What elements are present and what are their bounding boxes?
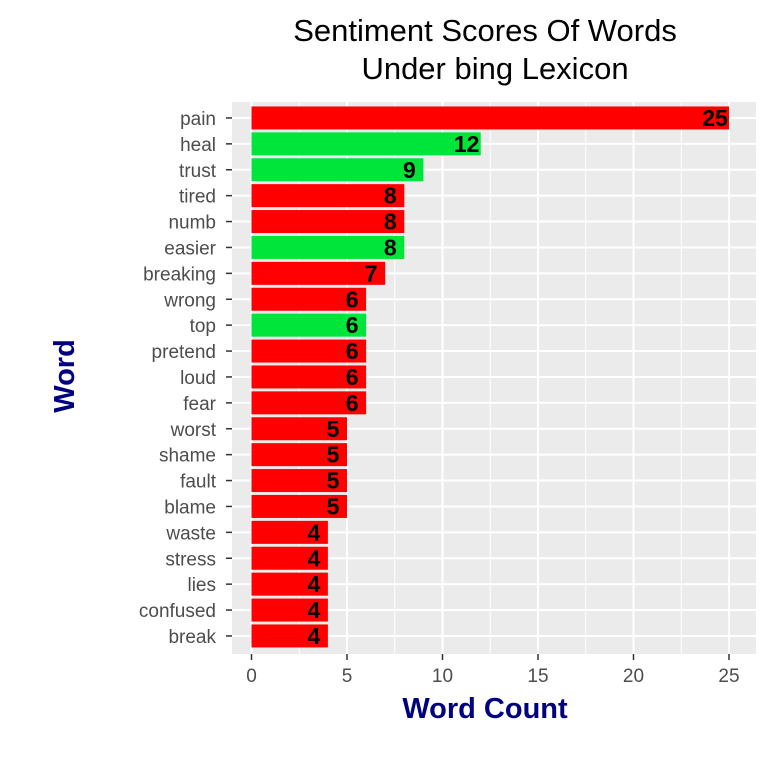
- y-tick-label-pain: pain: [180, 109, 216, 130]
- data-label-confused: 4: [308, 597, 321, 623]
- y-tick-label-trust: trust: [179, 161, 217, 182]
- data-label-pretend: 6: [346, 338, 359, 364]
- data-label-waste: 4: [308, 519, 321, 545]
- bar-fear: [251, 391, 367, 415]
- chart-title-line2: Under bing Lexicon: [361, 51, 628, 86]
- data-label-lies: 4: [308, 571, 321, 597]
- bar-wrong: [251, 287, 367, 311]
- y-tick-label-easier: easier: [164, 238, 216, 259]
- bar-waste: [251, 520, 328, 544]
- bar-loud: [251, 365, 367, 389]
- y-tick-label-tired: tired: [179, 187, 216, 208]
- bar-tired: [251, 184, 405, 208]
- y-tick-label-numb: numb: [168, 213, 216, 234]
- data-label-heal: 12: [454, 131, 480, 157]
- data-label-fear: 6: [346, 390, 359, 416]
- bar-pain: [251, 106, 729, 130]
- bar-lies: [251, 572, 328, 596]
- y-tick-label-fault: fault: [180, 472, 217, 493]
- data-label-pain: 25: [702, 105, 728, 131]
- data-label-blame: 5: [327, 493, 340, 519]
- bar-numb: [251, 210, 405, 234]
- bar-shame: [251, 443, 347, 467]
- y-tick-label-shame: shame: [159, 446, 216, 467]
- bar-confused: [251, 598, 328, 622]
- data-label-loud: 6: [346, 364, 359, 390]
- bar-worst: [251, 417, 347, 441]
- data-label-tired: 8: [384, 183, 397, 209]
- y-tick-label-heal: heal: [180, 135, 216, 156]
- x-tick-label-0: 0: [246, 666, 257, 687]
- y-tick-label-blame: blame: [164, 497, 216, 518]
- x-axis: 0 5 10 15 20 25: [246, 654, 740, 687]
- data-label-breaking: 7: [365, 260, 378, 286]
- y-tick-label-lies: lies: [187, 575, 216, 596]
- y-tick-label-wrong: wrong: [163, 290, 216, 311]
- y-tick-label-waste: waste: [165, 523, 216, 544]
- y-tick-label-fear: fear: [183, 394, 216, 415]
- y-tick-label-top: top: [190, 316, 216, 337]
- y-axis: pain heal trust tired numb easier breaking wron…: [139, 109, 232, 648]
- grid-layer: [232, 102, 756, 654]
- bar-top: [251, 313, 367, 337]
- data-label-easier: 8: [384, 234, 397, 260]
- y-tick-label-breaking: breaking: [143, 264, 216, 285]
- bar-layer: [251, 106, 729, 648]
- data-label-numb: 8: [384, 209, 397, 235]
- x-tick-label-10: 10: [432, 666, 453, 687]
- bar-pretend: [251, 339, 367, 363]
- y-axis-title: Word: [49, 339, 81, 413]
- x-tick-label-5: 5: [342, 666, 353, 687]
- data-label-top: 6: [346, 312, 359, 338]
- y-tick-label-pretend: pretend: [152, 342, 216, 363]
- bar-fault: [251, 469, 347, 493]
- x-tick-label-20: 20: [623, 666, 644, 687]
- x-axis-title: Word Count: [402, 693, 568, 725]
- data-label-stress: 4: [308, 545, 321, 571]
- y-tick-label-break: break: [168, 627, 216, 648]
- bar-easier: [251, 235, 405, 259]
- data-label-fault: 5: [327, 468, 340, 494]
- chart-title-line1: Sentiment Scores Of Words: [293, 13, 677, 48]
- x-tick-label-25: 25: [718, 666, 739, 687]
- bar-blame: [251, 494, 347, 518]
- bar-heal: [251, 132, 481, 156]
- y-tick-label-confused: confused: [139, 601, 216, 622]
- bar-trust: [251, 158, 424, 182]
- bar-break: [251, 624, 328, 648]
- data-label-break: 4: [308, 623, 321, 649]
- y-tick-label-loud: loud: [180, 368, 216, 389]
- data-label-worst: 5: [327, 416, 340, 442]
- data-label-trust: 9: [403, 157, 416, 183]
- data-label-shame: 5: [327, 442, 340, 468]
- bar-stress: [251, 546, 328, 570]
- x-tick-label-15: 15: [527, 666, 548, 687]
- bar-breaking: [251, 261, 386, 285]
- data-label-wrong: 6: [346, 286, 359, 312]
- y-tick-label-stress: stress: [165, 549, 216, 570]
- y-tick-label-worst: worst: [170, 420, 217, 441]
